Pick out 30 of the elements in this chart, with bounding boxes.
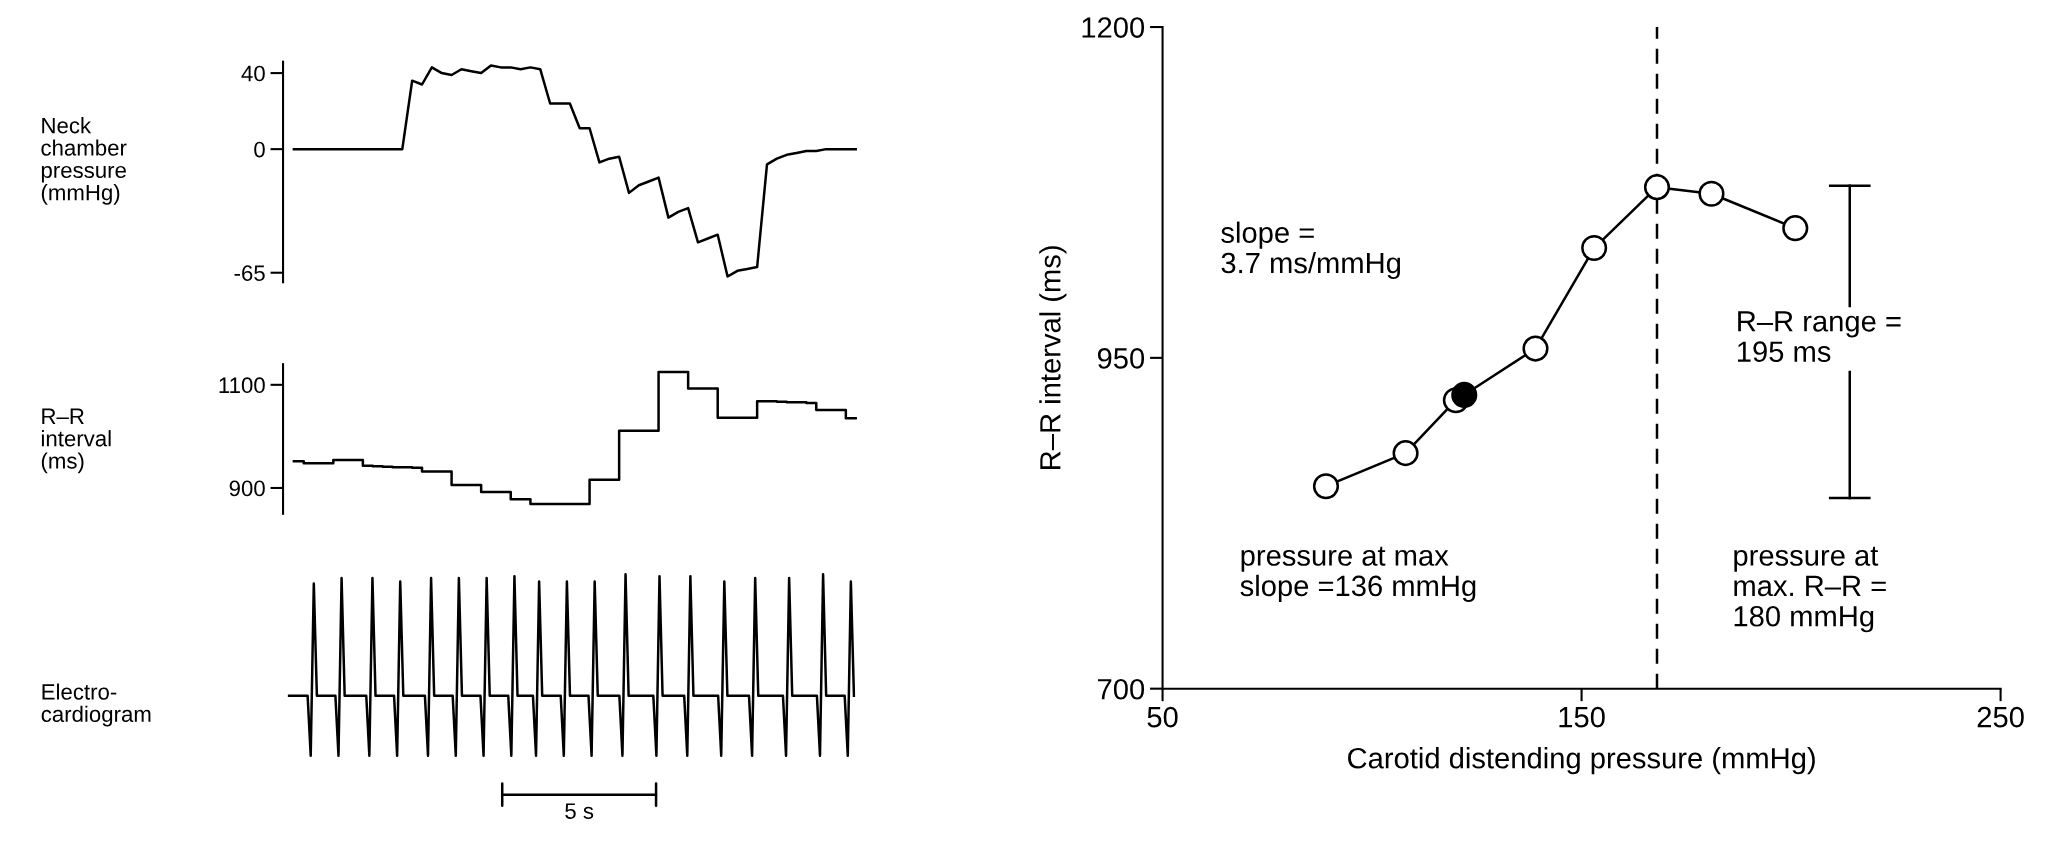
y-tick-label: 950: [1097, 348, 1145, 369]
x-tick-label: 250: [1977, 706, 2024, 728]
point: [1581, 234, 1608, 262]
x-tick-label: 150: [1559, 706, 1605, 728]
y-axis-title: Electro- cardiogram: [41, 683, 151, 727]
annotation: pressure at max slope =136 mmHg: [1240, 546, 1476, 602]
point: [1392, 440, 1419, 467]
point: [1451, 381, 1478, 408]
point: [1522, 335, 1549, 362]
y-axis-title: R–R interval (ms): [1039, 246, 1067, 469]
line-series: [292, 64, 857, 278]
y-tick-label: 1200: [1082, 17, 1145, 38]
y-axis-title: R–R interval (ms): [41, 408, 111, 474]
y-tick-label: 700: [1098, 678, 1145, 700]
text: 5 s: [565, 803, 594, 819]
y-tick-label: 900: [229, 480, 265, 497]
point: [1698, 180, 1725, 207]
annotation: pressure at max. R–R = 180 mmHg: [1734, 546, 1886, 633]
point: [1782, 215, 1809, 242]
annotation: slope = 3.7 ms/mmHg: [1221, 221, 1401, 280]
y-tick-label: 40: [241, 65, 265, 82]
x-axis-title: Carotid distending pressure (mmHg): [1348, 747, 1815, 775]
annotation: R–R range = 195 ms: [1738, 311, 1901, 362]
y-axis-title: Neck chamber pressure (mmHg): [41, 117, 127, 205]
y-tick-label: 0: [254, 141, 265, 158]
point: [1643, 174, 1671, 201]
y-tick-label: 1100: [219, 377, 265, 394]
x-tick-label: 50: [1147, 706, 1178, 728]
point: [1312, 473, 1340, 500]
y-tick-label: -65: [234, 265, 265, 281]
